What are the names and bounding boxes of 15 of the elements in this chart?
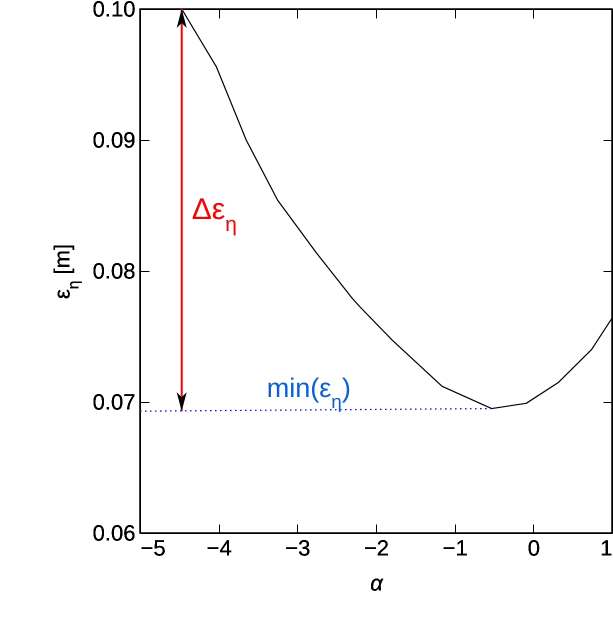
y-tick-label: 0.07 (92, 390, 136, 414)
y-tick-label: 0.10 (92, 0, 136, 22)
x-tick-label: 0 (528, 536, 540, 560)
y-tick-label: 0.06 (92, 520, 136, 546)
x-tick-label: −4 (206, 536, 232, 560)
x-tick-label: −5 (140, 536, 166, 560)
x-tick-label: 1 (600, 536, 612, 560)
x-tick-label: −1 (442, 536, 468, 560)
x-tick-label: −3 (285, 536, 310, 560)
annotation: Δε$_{η}$ (192, 193, 237, 236)
y-tick-label: 0.09 (92, 128, 136, 152)
x-axis-title: α (370, 570, 384, 596)
y-tick-label: 0.08 (92, 258, 136, 284)
x-tick-label: −2 (364, 536, 390, 560)
annotation: min(ε$_{η}$) (266, 373, 351, 413)
